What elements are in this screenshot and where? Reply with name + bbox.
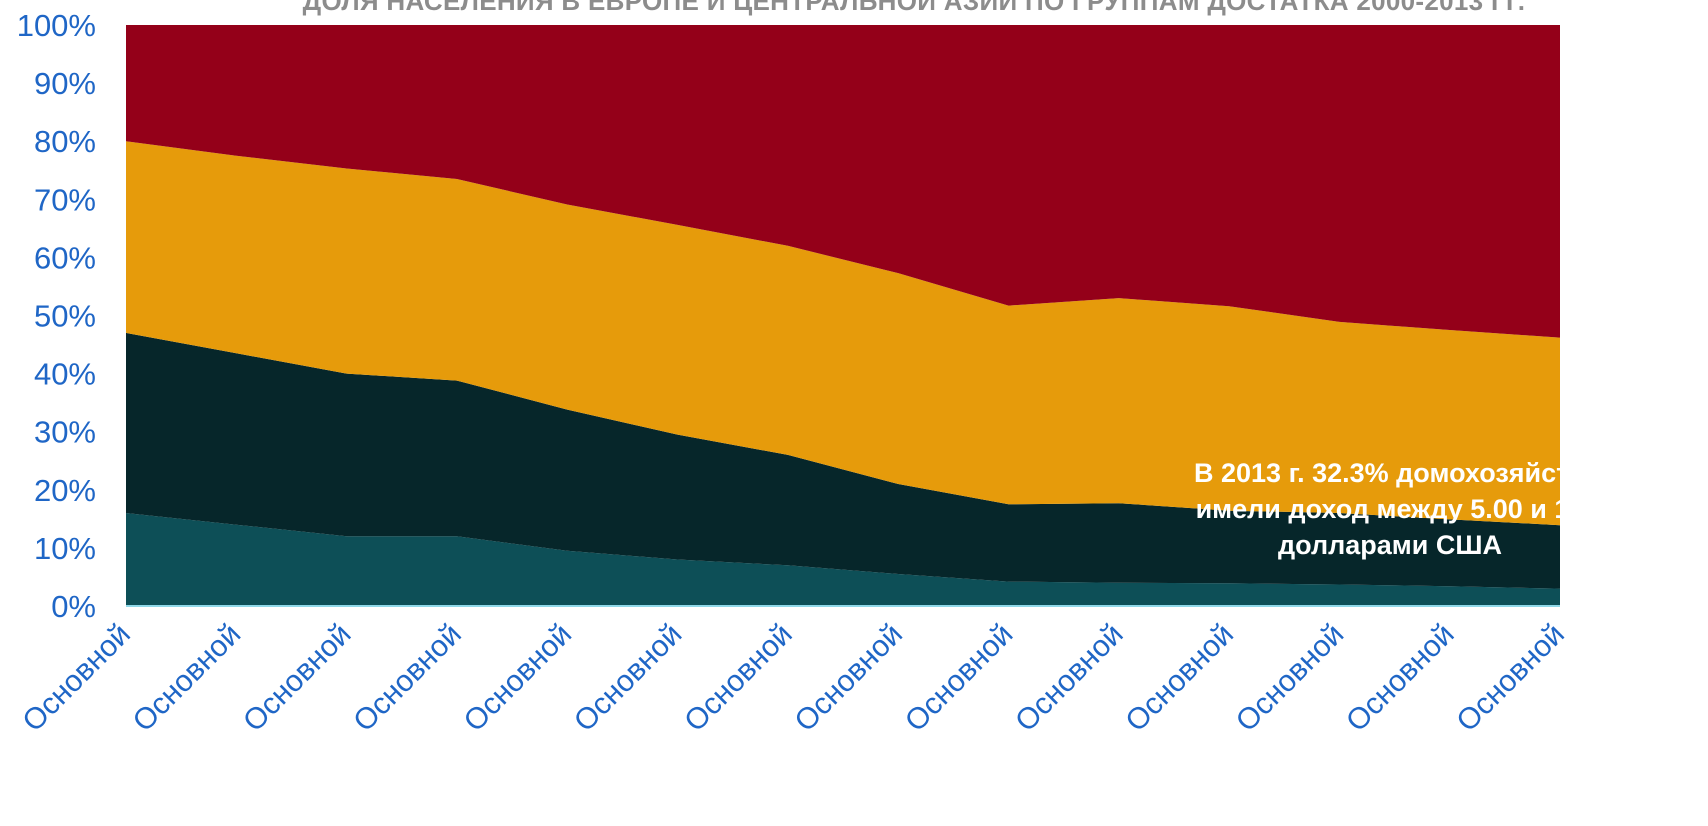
x-tick-label: Основной xyxy=(458,618,579,739)
x-tick-label: Основной xyxy=(1119,618,1240,739)
y-tick-label: 0% xyxy=(51,589,96,624)
x-tick-label: Основной xyxy=(237,618,358,739)
x-tick-label: Основной xyxy=(678,618,799,739)
x-tick-label: Основной xyxy=(16,618,137,739)
y-tick-label: 20% xyxy=(34,473,96,508)
x-tick-label: Основной xyxy=(899,618,1020,739)
y-tick-label: 80% xyxy=(34,124,96,159)
y-tick-label: 50% xyxy=(34,299,96,334)
x-tick-label: Основной xyxy=(1450,618,1571,739)
y-tick-label: 90% xyxy=(34,66,96,101)
x-tick-label: Основной xyxy=(127,618,248,739)
y-tick-label: 30% xyxy=(34,415,96,450)
x-tick-label: Основной xyxy=(1230,618,1351,739)
chart-title: ДОЛЯ НАСЕЛЕНИЯ В ЕВРОПЕ И ЦЕНТРАЛЬНОЙ АЗ… xyxy=(302,0,1526,16)
area-series-1 xyxy=(126,513,1560,606)
y-tick-label: 60% xyxy=(34,240,96,275)
area-series-3 xyxy=(126,141,1560,526)
annotation-line-1: В 2013 г. 32.3% домохозяйств xyxy=(1194,458,1586,488)
x-tick-label: Основной xyxy=(789,618,910,739)
x-tick-label: Основной xyxy=(1009,618,1130,739)
y-tick-label: 10% xyxy=(34,531,96,566)
y-tick-label: 100% xyxy=(17,8,96,43)
x-tick-label: Основной xyxy=(1340,618,1461,739)
y-axis-tick-labels: 0% 10% 20% 30% 40% 50% 60% 70% 80% 90% 100% xyxy=(17,8,96,624)
x-tick-label: Основной xyxy=(568,618,689,739)
y-tick-label: 70% xyxy=(34,182,96,217)
x-axis-tick-labels: ОсновнойОсновнойОсновнойОсновнойОсновной… xyxy=(16,618,1571,739)
chart-annotation: В 2013 г. 32.3% домохозяйств имели доход… xyxy=(1130,455,1650,563)
annotation-line-2: имели доход между 5.00 и 10 xyxy=(1195,494,1585,524)
area-series-group xyxy=(126,25,1560,606)
annotation-line-3: долларами США xyxy=(1278,530,1502,560)
y-tick-label: 40% xyxy=(34,357,96,392)
area-series-2 xyxy=(126,332,1560,589)
area-series-4 xyxy=(126,25,1560,338)
x-tick-label: Основной xyxy=(347,618,468,739)
